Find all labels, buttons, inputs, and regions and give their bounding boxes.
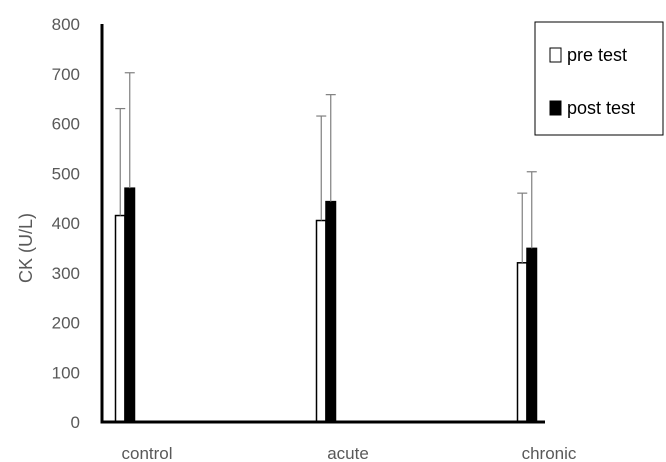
legend-label-post-test: post test — [567, 98, 635, 118]
legend-label-pre-test: pre test — [567, 45, 627, 65]
x-tick-label: control — [121, 444, 172, 462]
bar-pre-test — [315, 219, 327, 423]
y-tick-label: 0 — [71, 413, 80, 432]
y-tick-label: 800 — [52, 15, 80, 34]
error-bars — [115, 72, 537, 263]
y-tick-label: 100 — [52, 363, 80, 382]
bars — [114, 187, 538, 423]
y-tick-label: 300 — [52, 264, 80, 283]
legend-box — [534, 21, 664, 136]
y-axis-ticks: 0 100 200 300 400 500 600 700 800 — [52, 15, 80, 432]
bar-post-test — [124, 187, 136, 423]
legend-swatch-pre-test — [549, 47, 562, 63]
bar-post-test — [526, 247, 538, 423]
bar-pre-test — [114, 214, 126, 423]
y-tick-label: 400 — [52, 214, 80, 233]
y-tick-label: 600 — [52, 115, 80, 134]
x-tick-label: acute — [327, 444, 369, 462]
bar-post-test — [325, 200, 337, 423]
y-tick-label: 200 — [52, 314, 80, 333]
y-tick-label: 700 — [52, 65, 80, 84]
legend-swatch-post-test — [549, 100, 562, 116]
y-tick-label: 500 — [52, 164, 80, 183]
legend: pre test post test — [534, 21, 664, 136]
bar-pre-test — [516, 262, 528, 423]
x-tick-label: chronic — [522, 444, 577, 462]
x-axis-ticks: control acute chronic — [121, 444, 576, 462]
y-axis-title: CK (U/L) — [16, 213, 36, 283]
